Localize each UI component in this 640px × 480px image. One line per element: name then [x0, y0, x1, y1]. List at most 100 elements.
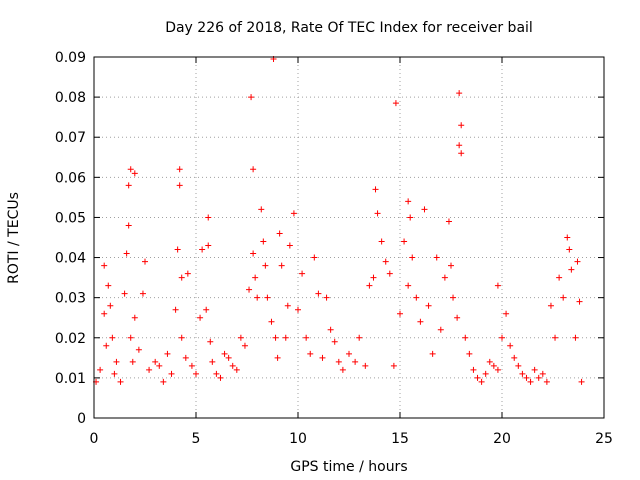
data-point [494, 282, 501, 289]
data-point [539, 370, 546, 377]
y-tick-label: 0.03 [55, 291, 86, 307]
x-tick-label: 0 [90, 431, 99, 447]
data-point [135, 346, 142, 353]
data-point [578, 378, 585, 385]
y-tick-label: 0.02 [55, 331, 86, 347]
x-tick-label: 15 [391, 431, 409, 447]
data-point [178, 274, 185, 281]
data-point [111, 370, 118, 377]
data-point [386, 270, 393, 277]
data-point [527, 378, 534, 385]
data-point [272, 334, 279, 341]
data-point [409, 254, 416, 261]
data-point [101, 310, 108, 317]
data-point [429, 350, 436, 357]
data-point [335, 358, 342, 365]
data-point [284, 302, 291, 309]
data-point [405, 198, 412, 205]
data-point [101, 262, 108, 269]
data-point [407, 214, 414, 221]
data-point [164, 350, 171, 357]
data-point [560, 294, 567, 301]
data-point [470, 366, 477, 373]
data-point [176, 182, 183, 189]
data-point [390, 362, 397, 369]
data-point [568, 266, 575, 273]
data-point [474, 374, 481, 381]
data-point [433, 254, 440, 261]
x-tick-label: 10 [289, 431, 307, 447]
data-point [174, 246, 181, 253]
y-tick-label: 0.09 [55, 50, 86, 66]
data-point [103, 342, 110, 349]
data-points [93, 56, 585, 385]
chart-title: Day 226 of 2018, Rate Of TEC Index for r… [165, 20, 533, 36]
data-point [197, 314, 204, 321]
grid [94, 57, 604, 418]
data-point [450, 294, 457, 301]
data-point [572, 334, 579, 341]
data-point [246, 286, 253, 293]
data-point [323, 294, 330, 301]
data-point [515, 362, 522, 369]
y-axis-label: ROTI / TECUs [6, 192, 22, 284]
data-point [456, 90, 463, 97]
data-point [258, 206, 265, 213]
data-point [121, 290, 128, 297]
data-point [241, 342, 248, 349]
data-point [576, 298, 583, 305]
axis-ticks: 0 0.01 0.02 0.03 0.04 0.05 0.06 0.07 0.08 0.09 0 5 1… [55, 50, 613, 447]
data-point [295, 306, 301, 313]
data-point [356, 334, 363, 341]
data-point [205, 214, 212, 221]
data-point [113, 358, 120, 365]
data-point [566, 246, 573, 253]
data-point [264, 294, 271, 301]
data-point [152, 358, 159, 365]
y-tick-label: 0.06 [55, 170, 86, 186]
data-point [268, 318, 275, 325]
data-point [552, 334, 559, 341]
data-point [123, 250, 130, 257]
data-point [160, 378, 167, 385]
data-point [299, 270, 306, 277]
y-tick-label: 0.05 [55, 210, 86, 226]
data-point [129, 358, 136, 365]
data-point [378, 238, 385, 245]
data-point [225, 354, 232, 361]
data-point [397, 310, 403, 317]
data-point [203, 306, 210, 313]
data-point [370, 274, 377, 281]
data-point [274, 354, 281, 361]
data-point [462, 334, 469, 341]
data-point [319, 354, 326, 361]
data-point [352, 358, 359, 365]
plot-frame [93, 56, 605, 419]
data-point [499, 334, 505, 341]
data-point [425, 302, 432, 309]
data-point [417, 318, 424, 325]
data-point [519, 370, 526, 377]
data-point [131, 314, 138, 321]
data-point [146, 366, 153, 373]
data-point [486, 358, 493, 365]
data-point [276, 230, 283, 237]
data-point [503, 310, 510, 317]
x-tick-label: 25 [595, 431, 613, 447]
data-point [421, 206, 428, 213]
data-point [182, 354, 189, 361]
y-tick-label: 0.07 [55, 130, 86, 146]
data-point [311, 254, 318, 261]
data-point [248, 94, 255, 101]
data-point [346, 350, 352, 357]
data-point [531, 366, 538, 373]
data-point [362, 362, 369, 369]
data-point [456, 142, 463, 149]
data-point [254, 294, 261, 301]
data-point [178, 334, 185, 341]
data-point [547, 302, 554, 309]
data-point [117, 378, 124, 385]
data-point [107, 302, 114, 309]
data-point [466, 350, 473, 357]
data-point [303, 334, 310, 341]
